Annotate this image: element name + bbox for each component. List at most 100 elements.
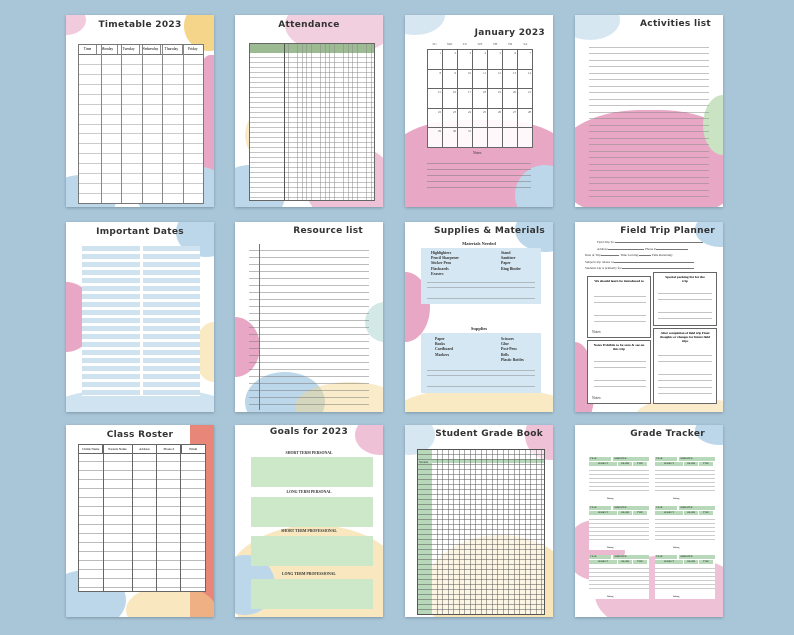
tracker-block: YEAR SEMESTER SUBJECT GRADE TYPE Rating	[655, 457, 715, 501]
tracker-label: SUBJECT	[655, 462, 683, 466]
completion-box: After completion of field trip Final tho…	[653, 328, 717, 404]
tracker-block: YEAR SEMESTER SUBJECT GRADE TYPE Rating	[655, 506, 715, 550]
notes-lines	[427, 158, 531, 188]
tracker-label: TYPE	[633, 560, 647, 564]
tracker-label: GRADE	[618, 462, 632, 466]
page-goals: Goals for 2023 SHORT TERM PERSONAL LONG …	[235, 425, 383, 617]
dates-list	[82, 246, 200, 396]
calendar-day-cell: 28	[518, 108, 533, 128]
section-title: Supplies	[470, 326, 488, 331]
rating-label: Rating	[673, 546, 680, 549]
tracker-label: GRADE	[618, 511, 632, 515]
activity-lines	[589, 41, 709, 201]
page-grade-tracker: Grade Tracker YEAR SEMESTER SUBJECT GRADE TY…	[575, 425, 723, 617]
goal-box	[251, 497, 373, 527]
rating-label: Rating	[673, 595, 680, 598]
page-important-dates: Important Dates	[66, 222, 214, 412]
tracker-block: YEAR SEMESTER SUBJECT GRADE TYPE Rating	[589, 506, 649, 550]
tracker-label: SUBJECT	[655, 511, 683, 515]
page-grade-book: Student Grade Book Student	[405, 425, 553, 617]
calendar-day-cell: 29	[428, 128, 443, 148]
page-title: Goals for 2023	[269, 427, 349, 437]
roster-grid: Childs Name Parents Name Address Phone #…	[78, 444, 206, 592]
page-title: Supplies & Materials	[434, 226, 545, 236]
goal-box	[251, 579, 373, 609]
calendar-day-cell: 19	[488, 89, 503, 109]
tracker-label: SUBJECT	[589, 511, 617, 515]
calendar-day-cell	[503, 128, 518, 148]
tracker-label: SEMESTER	[613, 555, 649, 559]
section-title: Materials Needed	[462, 241, 496, 246]
page-title: Class Roster	[106, 430, 174, 440]
calendar-grid: SU MO TU WE TH FR SA 1 2 3 4 5 6 7 8 9 10 11 12 13 14…	[427, 42, 533, 154]
calendar-day-cell: 22	[428, 108, 443, 128]
calendar-day-cell: 1	[428, 50, 443, 70]
calendar-day-cell: 5	[488, 50, 503, 70]
tracker-label: SEMESTER	[613, 457, 649, 461]
tracker-label: TYPE	[699, 560, 713, 564]
page-title: Attendance	[278, 20, 340, 30]
calendar-day-cell: 20	[503, 89, 518, 109]
notes-label: Notes	[473, 151, 482, 155]
rating-label: Rating	[607, 497, 614, 500]
page-activities-list: Activities list	[575, 15, 723, 207]
tracker-label: GRADE	[618, 560, 632, 564]
tracker-label: YEAR	[655, 457, 678, 461]
page-title: Resource list	[293, 226, 363, 236]
calendar-day-cell: 4	[473, 50, 488, 70]
calendar-day-cell	[518, 128, 533, 148]
supplies-box: Paper Books Cardboard Markers Scissors Glue P…	[421, 333, 541, 393]
tracker-label: SEMESTER	[679, 506, 715, 510]
tracker-label: GRADE	[684, 560, 698, 564]
page-resource-list: Resource list	[235, 222, 383, 412]
goal-heading: SHORT TERM PROFESSIONAL	[281, 529, 337, 533]
tracker-label: YEAR	[589, 457, 612, 461]
calendar-day-cell: 21	[518, 89, 533, 109]
calendar-day-cell: 26	[488, 108, 503, 128]
tracker-label: SUBJECT	[655, 560, 683, 564]
calendar-day-cell: 7	[518, 50, 533, 70]
goal-heading: LONG TERM PROFESSIONAL	[282, 572, 336, 576]
calendar-day-cell: 2	[443, 50, 458, 70]
tracker-label: TYPE	[699, 462, 713, 466]
tracker-label: YEAR	[655, 506, 678, 510]
calendar-day-cell: 23	[443, 108, 458, 128]
resource-lines	[249, 244, 369, 410]
tracker-label: GRADE	[684, 462, 698, 466]
calendar-days: 1 2 3 4 5 6 7 8 9 10 11 12 13 14 15 16 17 18 19 20 21 22 23 24 2…	[427, 49, 533, 148]
calendar-day-cell: 31	[458, 128, 473, 148]
materials-box: Highlighters Pencil Sharpener Sticker Pens…	[421, 248, 541, 304]
exhibits-box: Notes Exhibits to be sure & see on this …	[587, 340, 651, 404]
rating-label: Rating	[607, 546, 614, 549]
calendar-day-cell	[488, 128, 503, 148]
goal-box	[251, 536, 373, 566]
page-title: Activities list	[640, 19, 711, 29]
calendar-day-cell: 9	[443, 69, 458, 89]
goal-box	[251, 457, 373, 487]
calendar-day-cell: 25	[473, 108, 488, 128]
calendar-day-cell: 13	[503, 69, 518, 89]
tracker-label: SUBJECT	[589, 462, 617, 466]
tracker-label: TYPE	[699, 511, 713, 515]
calendar-day-cell: 3	[458, 50, 473, 70]
page-title: Important Dates	[96, 227, 184, 237]
tracker-label: TYPE	[633, 511, 647, 515]
grade-grid: Student	[417, 449, 545, 615]
tracker-block: YEAR SEMESTER SUBJECT GRADE TYPE Rating	[655, 555, 715, 599]
packing-box: Special packing list for the trip	[653, 272, 717, 326]
calendar-day-cell: 8	[428, 69, 443, 89]
calendar-day-cell: 10	[458, 69, 473, 89]
tracker-blocks: YEAR SEMESTER SUBJECT GRADE TYPE Rating YEAR SE…	[589, 457, 715, 607]
page-class-roster: Class Roster Childs Name Parents Name Ad…	[66, 425, 214, 617]
tracker-label: SUBJECT	[589, 560, 617, 564]
calendar-day-cell: 11	[473, 69, 488, 89]
attendance-grid	[249, 43, 375, 201]
page-title: Student Grade Book	[435, 429, 543, 439]
goal-heading: SHORT TERM PERSONAL	[285, 451, 333, 455]
page-supplies-materials: Supplies & Materials Materials Needed Hi…	[405, 222, 553, 412]
calendar-day-cell: 17	[458, 89, 473, 109]
tracker-label: GRADE	[684, 511, 698, 515]
tracker-label: YEAR	[589, 555, 612, 559]
column-header: Time Monday Tuesday Wednesday Thursday F…	[79, 45, 203, 55]
